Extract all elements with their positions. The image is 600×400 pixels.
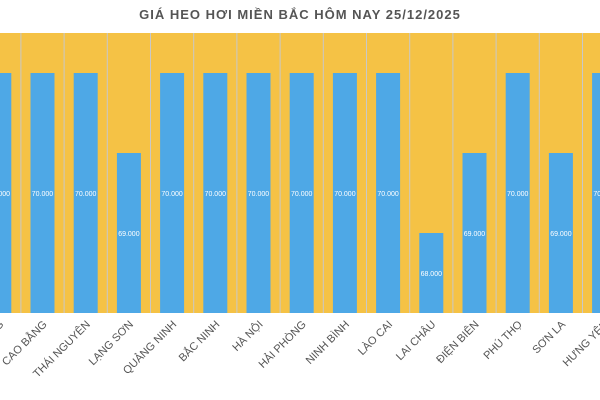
bar [160,73,185,313]
bar [548,153,573,313]
data-label: 70.000 [205,191,227,198]
data-label: 69.000 [118,231,140,238]
data-label: 70.000 [161,191,183,198]
bar [246,73,271,313]
data-label: 69.000 [550,231,572,238]
data-label: 70.000 [0,191,10,198]
category-label: BẮC NINH [176,318,222,364]
category-label: NINH BÌNH [303,318,352,367]
data-label: 70.000 [75,191,97,198]
bar [505,73,530,313]
bar [116,153,141,313]
bar [419,233,444,313]
data-label: 70.000 [248,191,270,198]
bar [203,73,228,313]
bar [73,73,98,313]
bar [0,73,12,313]
bar [462,153,487,313]
category-label: HÀ NỘI [230,318,266,354]
bar [30,73,55,313]
bar [332,73,357,313]
category-label: ĐIỆN BIÊN [434,318,482,366]
data-label: 69.000 [464,231,486,238]
data-label: 70.000 [32,191,54,198]
data-label: 70.000 [377,191,399,198]
category-label: LAI CHÂU [393,318,438,363]
category-label: SƠN LA [530,318,568,356]
data-label: 68.000 [421,271,443,278]
bar [376,73,401,313]
category-label: PHÚ THỌ [481,318,525,362]
data-label: 70.000 [334,191,356,198]
chart-title: GIÁ HEO HƠI MIỀN BẮC HÔM NAY 25/12/2025 [139,7,461,22]
data-label: 70.000 [593,191,600,198]
data-label: 70.000 [507,191,529,198]
category-label: LÀO CAI [355,318,395,358]
data-label: 70.000 [291,191,313,198]
bar [289,73,314,313]
bar [592,73,600,313]
